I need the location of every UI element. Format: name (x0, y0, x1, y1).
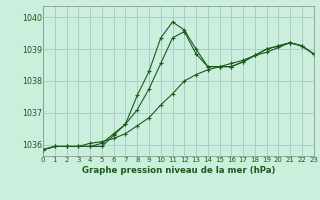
X-axis label: Graphe pression niveau de la mer (hPa): Graphe pression niveau de la mer (hPa) (82, 166, 275, 175)
